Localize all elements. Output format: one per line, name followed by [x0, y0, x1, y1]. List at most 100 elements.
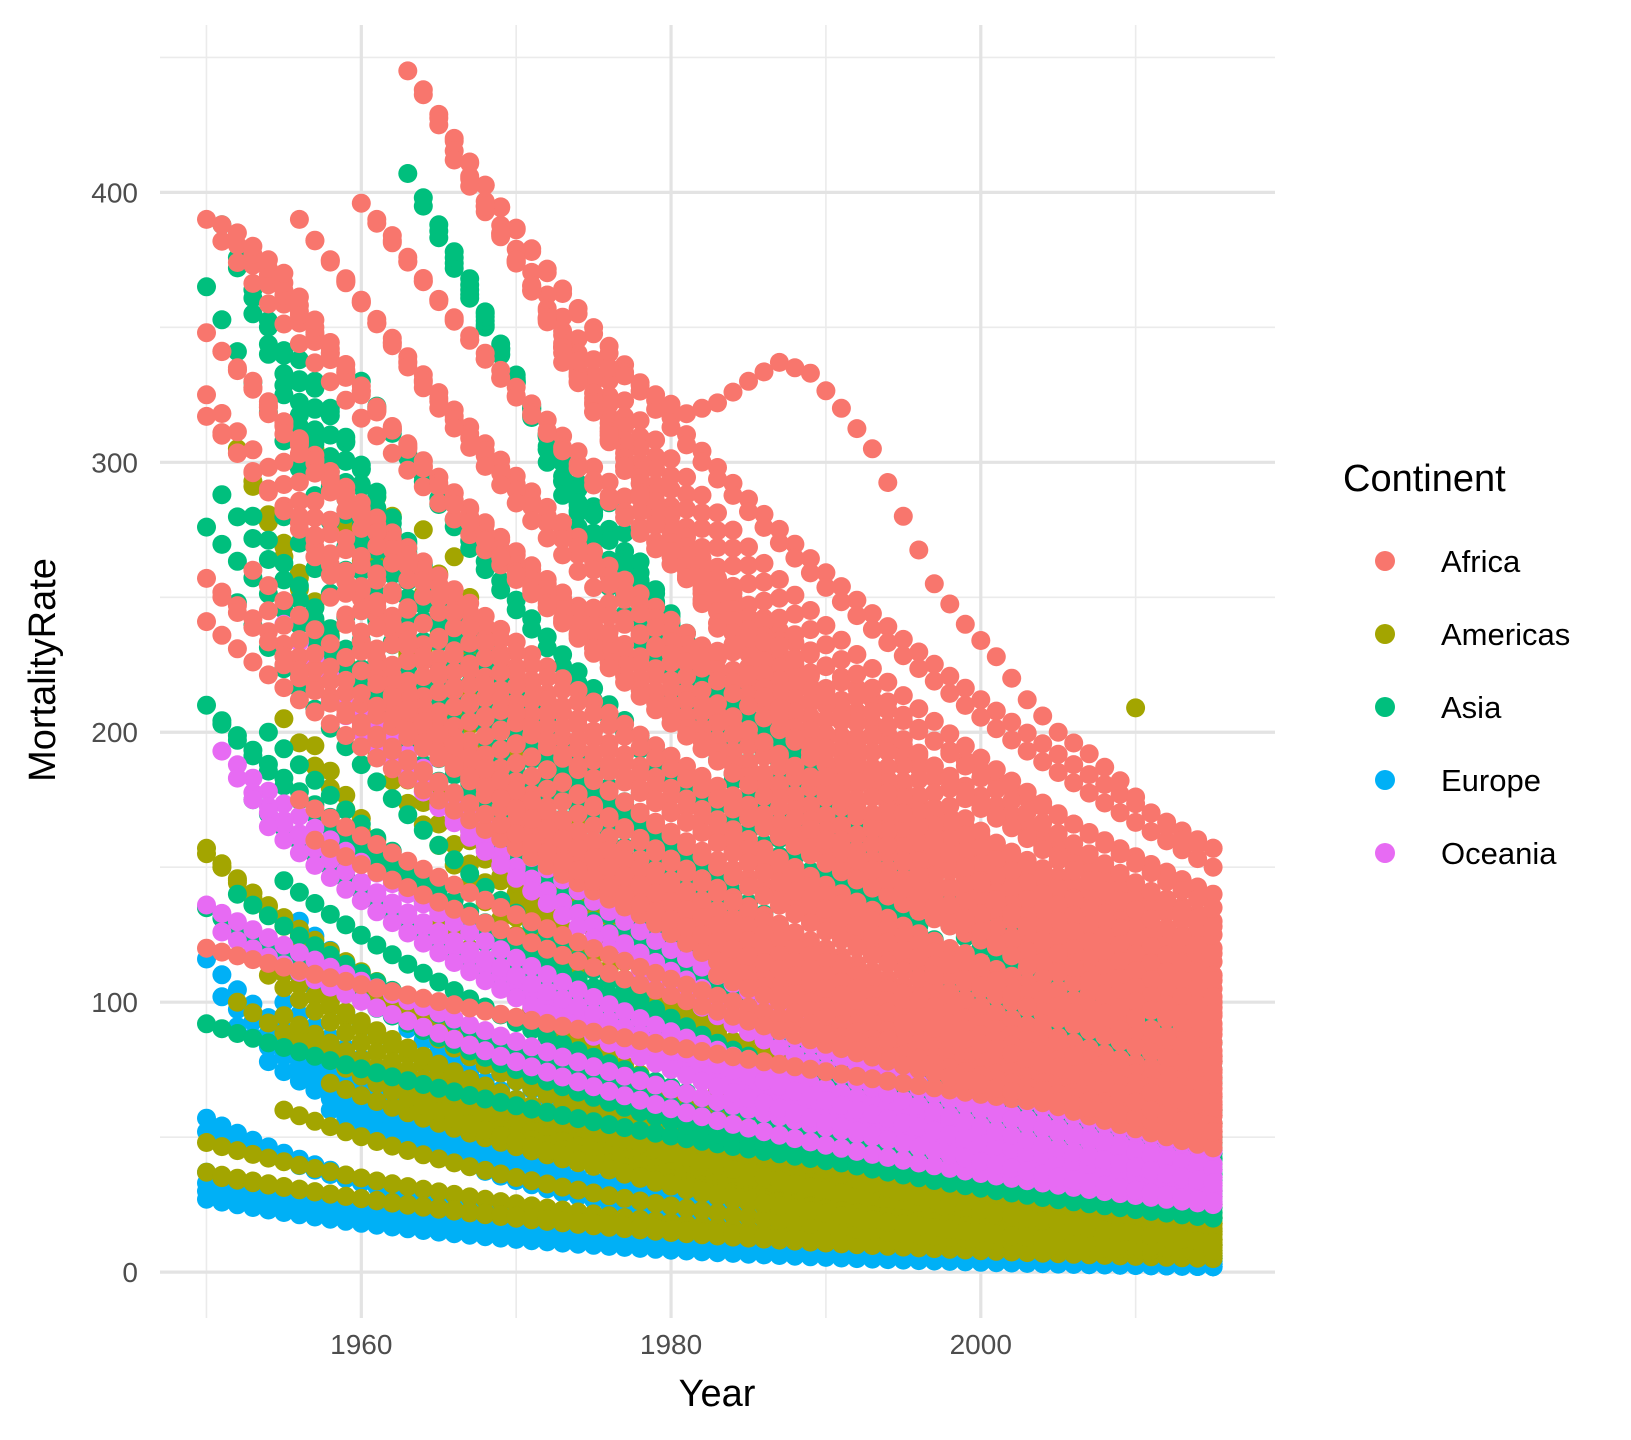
point-americas: [460, 1114, 480, 1134]
point-americas: [816, 1203, 836, 1223]
point-europe: [708, 1243, 727, 1263]
point-americas: [351, 1188, 371, 1208]
point-americas: [677, 1178, 696, 1198]
point-americas: [336, 1165, 356, 1185]
point-americas: [382, 1136, 402, 1156]
point-americas: [754, 1226, 774, 1246]
point-europe: [646, 1239, 666, 1259]
point-americas: [274, 978, 294, 998]
point-asia: [460, 269, 480, 289]
point-europe: [599, 1236, 619, 1256]
point-americas: [460, 1201, 480, 1221]
point-americas: [398, 1088, 418, 1108]
point-americas: [646, 1194, 666, 1213]
point-europe: [382, 1217, 402, 1237]
point-americas: [367, 1042, 387, 1062]
point-americas: [584, 1213, 604, 1233]
point-asia: [197, 517, 216, 537]
point-europe: [444, 1134, 464, 1154]
point-americas: [537, 1085, 557, 1105]
point-americas: [336, 1186, 356, 1206]
point-americas: [537, 1174, 557, 1194]
point-americas: [831, 1183, 851, 1203]
point-americas: [197, 1162, 216, 1182]
point-americas: [847, 1169, 867, 1189]
point-americas: [522, 1136, 542, 1156]
point-americas: [444, 835, 464, 854]
point-europe: [274, 992, 294, 1012]
point-americas: [475, 1189, 495, 1209]
point-europe: [212, 1192, 232, 1212]
point-asia: [274, 553, 294, 573]
point-americas: [1126, 698, 1146, 718]
point-americas: [924, 1218, 944, 1238]
point-americas: [800, 1229, 820, 1249]
point-americas: [599, 1186, 619, 1206]
point-americas: [227, 992, 247, 1012]
point-europe: [537, 1232, 557, 1252]
point-europe: [615, 1237, 635, 1257]
point-europe: [336, 1211, 356, 1231]
point-americas: [305, 1159, 325, 1178]
point-asia: [429, 215, 449, 235]
point-asia: [227, 342, 247, 362]
point-americas: [429, 1182, 449, 1202]
point-americas: [197, 1133, 216, 1152]
point-americas: [243, 1144, 263, 1164]
point-americas: [1095, 1220, 1115, 1240]
point-asia: [506, 600, 526, 620]
point-americas: [646, 1139, 666, 1158]
point-americas: [630, 1134, 650, 1154]
point-asia: [568, 493, 588, 513]
point-americas: [1203, 1232, 1223, 1252]
point-americas: [336, 1080, 356, 1099]
point-americas: [723, 1205, 743, 1225]
point-americas: [739, 1163, 758, 1183]
point-americas: [274, 1178, 294, 1197]
point-americas: [305, 1001, 325, 1021]
point-asia: [320, 904, 340, 924]
point-asia: [460, 864, 480, 884]
point-americas: [800, 1214, 820, 1234]
point-europe: [197, 1108, 216, 1128]
point-americas: [398, 1194, 418, 1214]
point-americas: [351, 1012, 371, 1031]
point-europe: [506, 1229, 526, 1249]
point-americas: [1033, 1229, 1053, 1248]
point-asia: [398, 164, 418, 183]
point-americas: [677, 1147, 696, 1167]
point-americas: [320, 992, 340, 1012]
point-americas: [692, 1181, 712, 1201]
point-americas: [831, 1231, 851, 1251]
point-americas: [816, 1180, 836, 1200]
point-asia: [197, 277, 216, 297]
point-americas: [444, 1153, 464, 1173]
point-americas: [429, 1149, 449, 1169]
point-europe: [568, 1234, 588, 1254]
point-americas: [862, 1189, 882, 1209]
point-asia: [444, 242, 464, 262]
point-asia: [522, 619, 542, 639]
point-americas: [506, 1168, 526, 1187]
point-asia: [212, 534, 232, 554]
point-americas: [475, 1076, 495, 1096]
point-americas: [1172, 1229, 1192, 1249]
point-americas: [599, 1159, 619, 1179]
point-americas: [506, 1206, 526, 1226]
point-americas: [351, 1168, 371, 1188]
point-americas: [878, 1212, 898, 1232]
point-americas: [351, 1127, 371, 1147]
point-americas: [429, 1054, 449, 1074]
point-asia: [227, 551, 247, 571]
point-americas: [475, 1120, 495, 1140]
point-americas: [816, 1230, 836, 1250]
point-americas: [258, 1013, 278, 1033]
point-asia: [212, 485, 232, 505]
point-americas: [429, 1102, 449, 1122]
point-americas: [429, 814, 449, 834]
point-americas: [491, 1164, 511, 1184]
point-americas: [444, 1108, 464, 1128]
point-americas: [537, 1209, 557, 1229]
point-asia: [367, 772, 387, 792]
